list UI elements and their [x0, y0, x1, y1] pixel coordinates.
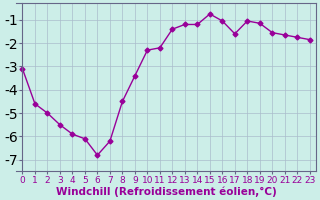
X-axis label: Windchill (Refroidissement éolien,°C): Windchill (Refroidissement éolien,°C): [56, 186, 276, 197]
